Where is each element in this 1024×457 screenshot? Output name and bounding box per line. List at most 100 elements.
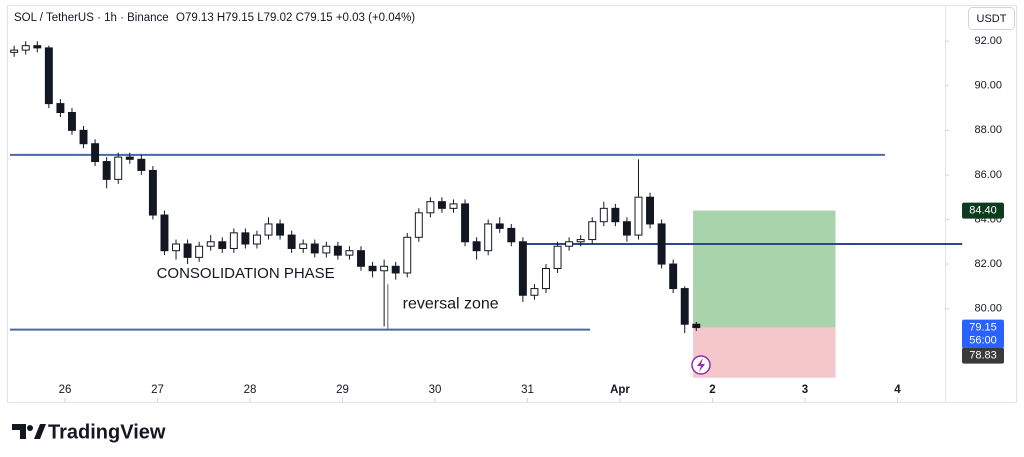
candle-body xyxy=(195,245,204,258)
candle-body xyxy=(345,250,354,256)
candle-body xyxy=(183,243,192,258)
candle xyxy=(21,41,30,55)
candle xyxy=(622,217,631,242)
candle-body xyxy=(403,236,412,274)
candle xyxy=(333,241,342,260)
x-tick-label: 29 xyxy=(336,384,349,396)
candle xyxy=(345,246,354,260)
logo-dot xyxy=(27,425,33,431)
candle xyxy=(426,197,435,218)
x-tick-label: 31 xyxy=(521,384,534,396)
candle-body xyxy=(322,245,331,254)
candle xyxy=(680,286,689,334)
candle xyxy=(91,139,100,166)
candle-body xyxy=(669,263,678,290)
candle xyxy=(276,219,285,240)
candle-body xyxy=(172,243,180,252)
candle xyxy=(576,235,585,247)
candle xyxy=(657,219,666,269)
candle xyxy=(391,261,400,280)
candle-body xyxy=(218,241,227,249)
candle xyxy=(553,241,562,273)
candle-body xyxy=(646,196,655,225)
candle xyxy=(634,159,643,240)
candle-body xyxy=(472,241,481,252)
candle xyxy=(241,228,250,249)
candle xyxy=(437,197,446,213)
candle xyxy=(114,152,123,184)
candle-body xyxy=(565,241,574,247)
candle-body xyxy=(657,223,666,265)
annotation: CONSOLIDATION PHASE xyxy=(157,265,335,282)
candle-body xyxy=(611,207,620,223)
countdown: 56:00 xyxy=(969,334,997,346)
candle-body xyxy=(276,223,285,236)
candle-body xyxy=(588,221,597,241)
candle-body xyxy=(160,214,169,252)
candle xyxy=(461,199,470,247)
candle xyxy=(299,239,308,253)
y-tick-label: 92.00 xyxy=(974,35,1002,47)
candle-body xyxy=(426,201,435,214)
candle-body xyxy=(299,243,308,249)
candle-body xyxy=(391,265,400,274)
candle-body xyxy=(414,212,423,238)
x-tick-label: 4 xyxy=(894,384,901,396)
candle xyxy=(310,239,319,258)
candle-body xyxy=(44,47,53,105)
candle-body xyxy=(518,241,527,296)
candle-body xyxy=(553,245,562,270)
y-tick-label: 86.00 xyxy=(974,169,1002,181)
x-tick-label: 26 xyxy=(59,384,72,396)
price-label-bg xyxy=(962,202,1004,219)
candle-body xyxy=(333,245,342,256)
candle xyxy=(414,208,423,242)
price-label: 79.15 xyxy=(969,321,997,333)
logo-slash xyxy=(34,424,46,439)
price-label-bg xyxy=(962,347,1004,364)
annotation: reversal zone xyxy=(403,295,499,312)
countdown-bg xyxy=(962,333,1004,348)
price-label: 78.83 xyxy=(969,349,997,361)
brand-name: TradingView xyxy=(48,421,166,443)
price-label: 84.40 xyxy=(969,204,997,216)
currency-label: USDT xyxy=(977,13,1007,25)
currency-button[interactable] xyxy=(968,7,1015,30)
candle xyxy=(68,108,76,135)
candle-body xyxy=(79,129,88,145)
candle-body xyxy=(542,268,550,290)
candle xyxy=(669,259,678,294)
candle-body xyxy=(680,288,689,325)
candle-body xyxy=(437,201,446,209)
candle xyxy=(530,284,539,300)
candle xyxy=(10,45,19,57)
candle xyxy=(518,237,527,302)
candle xyxy=(148,166,157,220)
candle xyxy=(357,246,365,271)
alert-bolt xyxy=(697,358,705,372)
candle xyxy=(472,237,481,260)
candle xyxy=(183,239,192,265)
candle-body xyxy=(484,223,493,252)
candle xyxy=(380,259,389,327)
candle-body xyxy=(310,243,319,254)
candle-body xyxy=(507,227,516,243)
candle-body xyxy=(241,232,250,245)
candle xyxy=(264,217,273,240)
candle-body xyxy=(287,234,296,249)
candle xyxy=(229,228,238,253)
candle xyxy=(692,322,701,331)
candle xyxy=(495,217,504,233)
candle-body xyxy=(91,143,100,163)
candle-body xyxy=(229,232,238,249)
candle-body xyxy=(530,288,539,296)
x-tick-label: 27 xyxy=(151,384,164,396)
logo-mark xyxy=(12,424,26,439)
candle-body xyxy=(252,234,261,245)
y-tick-label: 88.00 xyxy=(974,124,1002,136)
candle xyxy=(160,210,169,256)
candle xyxy=(611,203,620,227)
candle xyxy=(195,241,204,262)
candle-body xyxy=(68,112,76,131)
